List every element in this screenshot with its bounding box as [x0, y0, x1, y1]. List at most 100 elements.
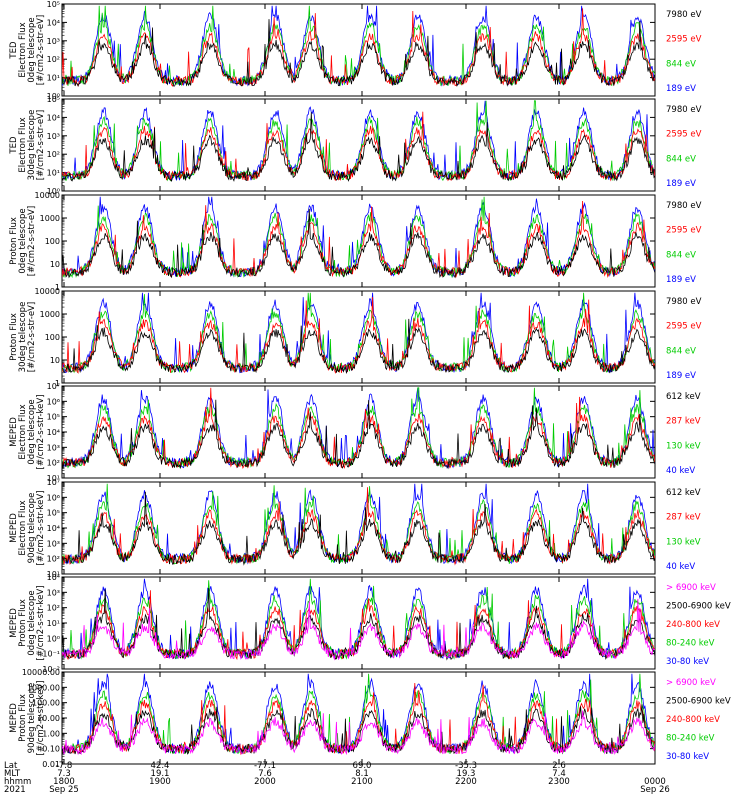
series-trace [62, 487, 655, 566]
y-tick-label: 10⁴ [47, 113, 60, 122]
legend-entry: 240-800 keV [666, 620, 720, 630]
legend-entry: 844 eV [666, 346, 696, 356]
series-trace [62, 491, 655, 566]
y-axis-label: TED [9, 136, 19, 155]
y-tick-label: 10¹ [47, 74, 60, 83]
panel-3: 1 10 100 1000 10000 Proton Flux 0deg telescope… [9, 191, 702, 292]
y-tick-label: 1.00 [42, 729, 60, 738]
trace-group [62, 673, 655, 756]
y-axis-label: [#/cm2-s-str-eV] [27, 302, 37, 372]
y-tick-label: 10000 [35, 287, 60, 296]
legend-entry: 844 eV [666, 59, 696, 69]
series-trace [62, 5, 655, 87]
series-trace [62, 200, 655, 279]
legend-entry: 287 keV [666, 513, 701, 523]
y-tick-label: 10¹ [47, 570, 60, 579]
legend-entry: > 6900 keV [666, 678, 716, 688]
legend-entry: 2595 eV [666, 322, 702, 332]
y-tick-label: 10⁶ [47, 493, 60, 502]
series-trace [62, 483, 655, 565]
series-trace [62, 483, 655, 565]
y-tick-label: 10¹ [47, 474, 60, 483]
y-axis-label: [#/cm2-s-str-eV] [36, 110, 46, 180]
y-axis-label: 0deg telescope [27, 590, 37, 655]
y-tick-label: 10³ [47, 443, 60, 452]
series-trace [62, 112, 655, 182]
y-axis-label: [#/cm2-s-str-keV] [36, 491, 46, 566]
plot-frame [61, 385, 656, 479]
panel-2: 10⁰ 10¹ 10² 10³ 10⁴ 10⁵ TED Electron Flux 30deg … [9, 95, 702, 196]
x-row-label: MLT [4, 769, 21, 779]
legend-entry: 30-80 keV [666, 657, 709, 667]
y-tick-label: 10² [47, 604, 60, 613]
legend-entry: 30-80 keV [666, 752, 709, 762]
legend-entry: 130 keV [666, 441, 701, 451]
y-axis-label: Proton Flux [18, 694, 28, 742]
y-axis-label: Electron Flux [18, 117, 28, 172]
legend-entry: 40 keV [666, 466, 695, 476]
series-trace [62, 399, 655, 470]
legend-entry: 2595 eV [666, 130, 702, 140]
x-tick-label: 8.1 [355, 769, 369, 779]
x-tick-label: 19.3 [457, 769, 476, 779]
x-tick-label: 7.3 [57, 769, 71, 779]
y-axis-label: Proton Flux [9, 313, 19, 361]
legend-entry: 189 eV [666, 275, 696, 285]
legend-entry: 189 eV [666, 179, 696, 189]
y-tick-label: 10 [50, 260, 60, 269]
legend-entry: 240-800 keV [666, 715, 720, 725]
legend-entry: 844 eV [666, 154, 696, 164]
x-tick-label: -77.1 [254, 761, 276, 771]
trace-group [62, 292, 655, 375]
trace-group [62, 196, 655, 279]
y-axis-label: 90deg telescope [27, 683, 37, 754]
y-tick-label: 10⁷ [47, 478, 60, 487]
x-tick-label: 69.0 [353, 761, 372, 771]
x-tick-label: 1900 [149, 777, 171, 787]
y-axis-label: Proton Flux [9, 217, 19, 265]
panel-4: 1 10 100 1000 10000 Proton Flux 30deg telescop… [9, 287, 702, 388]
legend-entry: 80-240 keV [666, 639, 715, 649]
y-tick-label: 10⁴ [47, 428, 60, 437]
legend-entry: > 6900 keV [666, 583, 716, 593]
y-tick-label: 100 [45, 333, 60, 342]
y-tick-label: 10.00 [37, 714, 60, 723]
series-trace [62, 19, 655, 88]
y-tick-label: 1 [55, 379, 60, 388]
y-tick-label: 10³ [47, 132, 60, 141]
series-trace [62, 8, 655, 87]
legend-entry: 7980 eV [666, 201, 702, 211]
y-tick-label: 10⁴ [47, 18, 60, 27]
y-tick-label: 10² [47, 55, 60, 64]
y-axis-label: Electron Flux [18, 404, 28, 459]
y-tick-label: 10⁰ [47, 634, 60, 643]
y-tick-label: 10¹ [47, 169, 60, 178]
y-axis-label: Electron Flux [18, 500, 28, 555]
legend-entry: 189 eV [666, 84, 696, 94]
y-tick-label: 10⁵ [47, 0, 60, 9]
y-axis-label: 0deg telescope [18, 208, 28, 273]
y-tick-label: 10³ [47, 539, 60, 548]
y-tick-label: 10000.00 [22, 668, 60, 677]
x-tick-label: Sep 26 [640, 785, 670, 795]
x-row-label: 2021 [4, 785, 26, 795]
y-axis-label: MEPED [9, 513, 19, 543]
panel-1: 10⁰ 10¹ 10² 10³ 10⁴ 10⁵ TED Electron Flux 0deg t… [9, 0, 702, 101]
series-trace [62, 598, 655, 661]
legend-entry: 40 keV [666, 562, 695, 572]
y-axis-label: [#/cm2-s-str-eV] [36, 15, 46, 85]
y-tick-label: 10⁴ [47, 524, 60, 533]
y-tick-label: 10² [47, 150, 60, 159]
y-axis-label: Proton Flux [18, 599, 28, 647]
y-axis-label: TED [9, 41, 19, 60]
y-tick-label: 10¹ [47, 619, 60, 628]
legend-entry: 612 keV [666, 488, 701, 498]
y-tick-label: 100.00 [32, 699, 60, 708]
y-axis-label: 30deg telescope [18, 302, 28, 373]
y-tick-label: 1 [55, 283, 60, 292]
y-axis-label: [#/cm2-s-str-keV] [36, 681, 46, 756]
y-axis-label: 0deg telescope [27, 399, 37, 464]
trace-group [62, 100, 655, 182]
trace-group [62, 578, 655, 661]
